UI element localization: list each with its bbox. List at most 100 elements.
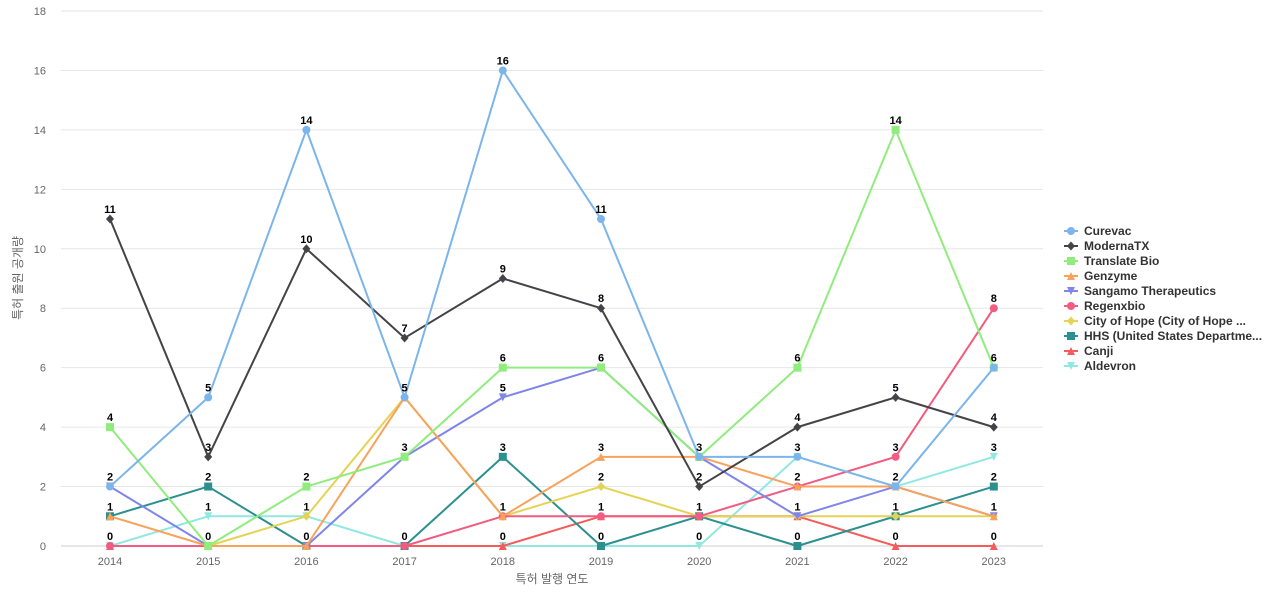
data-label: 9 xyxy=(500,264,506,276)
legend-marker xyxy=(1067,316,1075,326)
data-point[interactable] xyxy=(400,333,409,343)
legend-item[interactable]: Aldevron xyxy=(1064,359,1136,373)
data-point[interactable] xyxy=(498,363,507,372)
data-label: 1 xyxy=(598,501,604,513)
data-point[interactable] xyxy=(695,482,704,492)
series-line xyxy=(109,396,995,547)
data-labels: 4210115321014102107530169653101186321032… xyxy=(104,55,998,543)
data-point[interactable] xyxy=(597,452,605,461)
data-point[interactable] xyxy=(204,482,213,491)
data-point[interactable] xyxy=(498,542,507,550)
legend-item[interactable]: Translate Bio xyxy=(1064,254,1159,268)
data-point[interactable] xyxy=(302,482,311,491)
data-point[interactable] xyxy=(204,512,213,521)
data-point[interactable] xyxy=(498,274,507,283)
data-point[interactable] xyxy=(302,511,311,521)
data-point[interactable] xyxy=(106,482,114,491)
data-point[interactable] xyxy=(793,422,802,432)
legend-marker xyxy=(1067,272,1075,280)
data-point[interactable] xyxy=(597,303,605,313)
x-tick-label: 2018 xyxy=(491,556,515,568)
data-point[interactable] xyxy=(498,66,507,75)
series-canji[interactable] xyxy=(106,512,998,550)
data-label: 5 xyxy=(402,382,408,394)
data-point[interactable] xyxy=(989,542,998,550)
legend-marker xyxy=(1067,287,1075,295)
legend-marker xyxy=(1067,347,1075,355)
y-tick-label: 4 xyxy=(40,422,46,434)
legend-item[interactable]: Canji xyxy=(1064,344,1113,358)
data-point[interactable] xyxy=(597,215,605,224)
data-label: 6 xyxy=(991,353,997,365)
data-point[interactable] xyxy=(597,363,605,372)
data-point[interactable] xyxy=(891,511,900,521)
data-point[interactable] xyxy=(498,512,507,521)
data-label: 1 xyxy=(500,501,506,513)
data-point[interactable] xyxy=(891,482,900,491)
data-point[interactable] xyxy=(302,244,311,254)
y-tick-label: 12 xyxy=(34,184,46,196)
legend-item[interactable]: Sangamo Therapeutics xyxy=(1064,284,1216,298)
data-point[interactable] xyxy=(302,542,311,550)
data-point[interactable] xyxy=(400,393,409,402)
data-point[interactable] xyxy=(400,452,409,461)
data-point[interactable] xyxy=(793,452,802,461)
legend-item[interactable]: HHS (United States Departme... xyxy=(1064,329,1262,343)
series-curevac[interactable] xyxy=(106,66,998,491)
data-label: 1 xyxy=(794,501,800,513)
data-label: 0 xyxy=(598,531,604,543)
data-point[interactable] xyxy=(204,452,213,462)
legend-marker xyxy=(1067,332,1075,340)
data-point[interactable] xyxy=(695,452,704,461)
data-label: 1 xyxy=(991,501,997,513)
legend-item[interactable]: Curevac xyxy=(1064,224,1132,238)
data-point[interactable] xyxy=(989,304,998,313)
data-label: 4 xyxy=(107,412,114,424)
data-point[interactable] xyxy=(204,393,213,402)
data-label: 5 xyxy=(205,382,211,394)
data-label: 0 xyxy=(696,531,702,543)
data-point[interactable] xyxy=(106,542,114,550)
series-modernatx[interactable] xyxy=(106,214,998,492)
legend-item[interactable]: Genzyme xyxy=(1064,269,1138,283)
data-point[interactable] xyxy=(989,363,998,372)
data-label: 4 xyxy=(991,412,998,424)
data-point[interactable] xyxy=(695,512,704,521)
data-point[interactable] xyxy=(989,482,998,491)
data-point[interactable] xyxy=(989,452,998,461)
data-point[interactable] xyxy=(793,482,802,491)
data-point[interactable] xyxy=(989,512,998,521)
series-line xyxy=(109,69,995,488)
data-point[interactable] xyxy=(891,452,900,461)
data-point[interactable] xyxy=(793,363,802,372)
legend-label: City of Hope (City of Hope ... xyxy=(1084,314,1246,328)
data-point[interactable] xyxy=(597,512,605,521)
data-label: 8 xyxy=(598,293,604,305)
data-point[interactable] xyxy=(793,512,802,521)
legend-item[interactable]: ModernaTX xyxy=(1064,239,1149,253)
data-point[interactable] xyxy=(891,392,900,402)
data-point[interactable] xyxy=(793,542,802,550)
data-point[interactable] xyxy=(597,482,605,492)
data-point[interactable] xyxy=(891,542,900,550)
data-point[interactable] xyxy=(989,422,998,432)
data-point[interactable] xyxy=(597,542,605,550)
data-label: 1 xyxy=(893,501,899,513)
data-point[interactable] xyxy=(498,452,507,461)
data-point[interactable] xyxy=(302,125,311,134)
data-point[interactable] xyxy=(498,393,507,402)
series-line xyxy=(110,396,994,547)
data-point[interactable] xyxy=(695,542,704,550)
data-point[interactable] xyxy=(106,512,114,521)
data-point[interactable] xyxy=(891,125,900,134)
legend-label: Canji xyxy=(1084,344,1113,358)
data-point[interactable] xyxy=(204,542,213,550)
legend-item[interactable]: Regenxbio xyxy=(1064,299,1145,313)
data-point[interactable] xyxy=(400,542,409,550)
data-point[interactable] xyxy=(106,214,114,224)
data-label: 2 xyxy=(303,472,309,484)
data-point[interactable] xyxy=(106,423,114,432)
legend-item[interactable]: City of Hope (City of Hope ... xyxy=(1064,314,1246,328)
x-tick-label: 2020 xyxy=(687,556,711,568)
